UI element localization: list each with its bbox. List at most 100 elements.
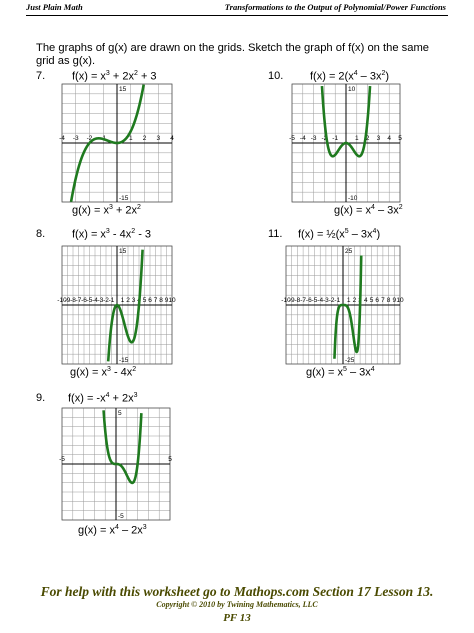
header-right: Transformations to the Output of Polynom… xyxy=(224,2,446,12)
x-tick-label: -3 xyxy=(98,297,104,304)
x-tick-label: 2 xyxy=(366,135,370,142)
header-rule xyxy=(26,15,448,16)
y-tick-label: -10 xyxy=(348,195,358,202)
x-tick-label: -3 xyxy=(73,135,79,142)
x-tick-label: -9 xyxy=(65,297,71,304)
y-tick-label: 15 xyxy=(119,86,127,93)
x-tick-label: -1 xyxy=(109,297,115,304)
graph-grid: -5 -4 -3 -2 -1 1 2 3 4 5 10 -10 xyxy=(289,83,402,203)
y-tick-label: -25 xyxy=(345,357,355,364)
x-tick-label: -5 xyxy=(312,297,318,304)
y-tick-label: 5 xyxy=(118,410,122,417)
x-tick-label: -1 xyxy=(334,297,340,304)
y-tick-label: 10 xyxy=(348,86,356,93)
problem-number: 10. xyxy=(268,70,284,82)
x-tick-label: 5 xyxy=(143,297,147,304)
problem-number: 11. xyxy=(268,228,283,240)
x-tick-label: 1 xyxy=(347,297,351,304)
x-tick-label: 7 xyxy=(381,297,385,304)
x-tick-label: -4 xyxy=(92,297,98,304)
x-tick-label: 1 xyxy=(121,297,125,304)
x-tick-label: 4 xyxy=(170,135,174,142)
g-curve xyxy=(102,410,143,485)
footer-page: PF 13 xyxy=(223,612,251,624)
x-tick-label: -1 xyxy=(332,135,338,142)
x-tick-label: 5 xyxy=(370,297,374,304)
x-tick-label: 6 xyxy=(375,297,379,304)
y-tick-label: -15 xyxy=(119,357,129,364)
g-curve xyxy=(106,249,144,362)
x-tick-label: -3 xyxy=(323,297,329,304)
x-tick-label: 7 xyxy=(154,297,158,304)
f-formula: f(x) = -x4 + 2x3 xyxy=(68,392,138,405)
x-tick-label: -5 xyxy=(59,456,65,463)
x-tick-label: 1 xyxy=(129,135,133,142)
g-curve xyxy=(333,255,363,359)
x-tick-label: -7 xyxy=(300,297,306,304)
x-tick-label: -5 xyxy=(289,135,295,142)
x-tick-label: 5 xyxy=(168,456,172,463)
g-formula: g(x) = x3 - 4x2 xyxy=(70,366,137,379)
x-tick-label: -10 xyxy=(281,297,291,304)
y-tick-label: -5 xyxy=(118,513,124,520)
x-tick-label: -9 xyxy=(289,297,295,304)
g-formula: g(x) = x4 – 3x2 xyxy=(334,204,403,217)
y-tick-label: -15 xyxy=(119,195,129,202)
y-tick-label: 15 xyxy=(119,248,127,255)
x-tick-label: 2 xyxy=(353,297,357,304)
x-tick-label: -4 xyxy=(59,135,65,142)
graph-grid: -4 -3 -2 -1 1 2 3 415-15 xyxy=(59,83,174,203)
f-formula: f(x) = x3 - 4x2 - 3 xyxy=(72,228,152,241)
g-curve xyxy=(69,84,145,203)
x-tick-label: -6 xyxy=(81,297,87,304)
problem-number: 7. xyxy=(36,70,46,82)
y-tick-label: 25 xyxy=(345,248,353,255)
x-tick-label: -2 xyxy=(322,135,328,142)
x-tick-label: -2 xyxy=(103,297,109,304)
g-formula: g(x) = x5 – 3x4 xyxy=(306,366,375,379)
f-formula: f(x) = 2(x4 – 3x2) xyxy=(310,70,390,83)
header-left: Just Plain Math xyxy=(26,2,83,12)
x-tick-label: 8 xyxy=(159,297,163,304)
x-tick-label: -6 xyxy=(306,297,312,304)
problem-number: 8. xyxy=(36,228,46,240)
x-tick-label: 4 xyxy=(364,297,368,304)
x-tick-label: 8 xyxy=(387,297,391,304)
x-tick-label: -8 xyxy=(295,297,301,304)
f-formula: f(x) = x3 + 2x2 + 3 xyxy=(72,70,157,83)
x-tick-label: -3 xyxy=(311,135,317,142)
x-tick-label: 2 xyxy=(126,297,130,304)
footer-copyright: Copyright © 2010 by Twining Mathematics,… xyxy=(156,600,318,609)
x-tick-label: -7 xyxy=(76,297,82,304)
x-tick-label: -2 xyxy=(329,297,335,304)
g-formula: g(x) = x4 – 2x3 xyxy=(78,524,147,537)
x-tick-label: -5 xyxy=(87,297,93,304)
problem-number: 9. xyxy=(36,392,46,404)
x-tick-label: 1 xyxy=(355,135,359,142)
x-tick-label: 4 xyxy=(387,135,391,142)
x-tick-label: -4 xyxy=(300,135,306,142)
graph-grid: -5 5 5 -5 xyxy=(59,407,172,521)
x-tick-label: -2 xyxy=(87,135,93,142)
x-tick-label: 3 xyxy=(377,135,381,142)
x-tick-label: 2 xyxy=(143,135,147,142)
x-tick-label: 9 xyxy=(392,297,396,304)
g-formula: g(x) = x3 + 2x2 xyxy=(72,204,141,217)
footer-help: For help with this worksheet go to Matho… xyxy=(40,584,434,599)
instructions: The graphs of g(x) are drawn on the grid… xyxy=(36,42,430,67)
x-tick-label: 9 xyxy=(165,297,169,304)
x-tick-label: 10 xyxy=(168,297,176,304)
x-tick-label: 3 xyxy=(156,135,160,142)
f-formula: f(x) = ½(x5 – 3x4) xyxy=(298,228,381,241)
x-tick-label: -4 xyxy=(317,297,323,304)
x-tick-label: 10 xyxy=(396,297,404,304)
x-tick-label: -8 xyxy=(70,297,76,304)
x-tick-label: 5 xyxy=(398,135,402,142)
x-tick-label: -10 xyxy=(57,297,67,304)
g-curve xyxy=(320,85,372,158)
x-tick-label: 3 xyxy=(132,297,136,304)
x-tick-label: 6 xyxy=(148,297,152,304)
